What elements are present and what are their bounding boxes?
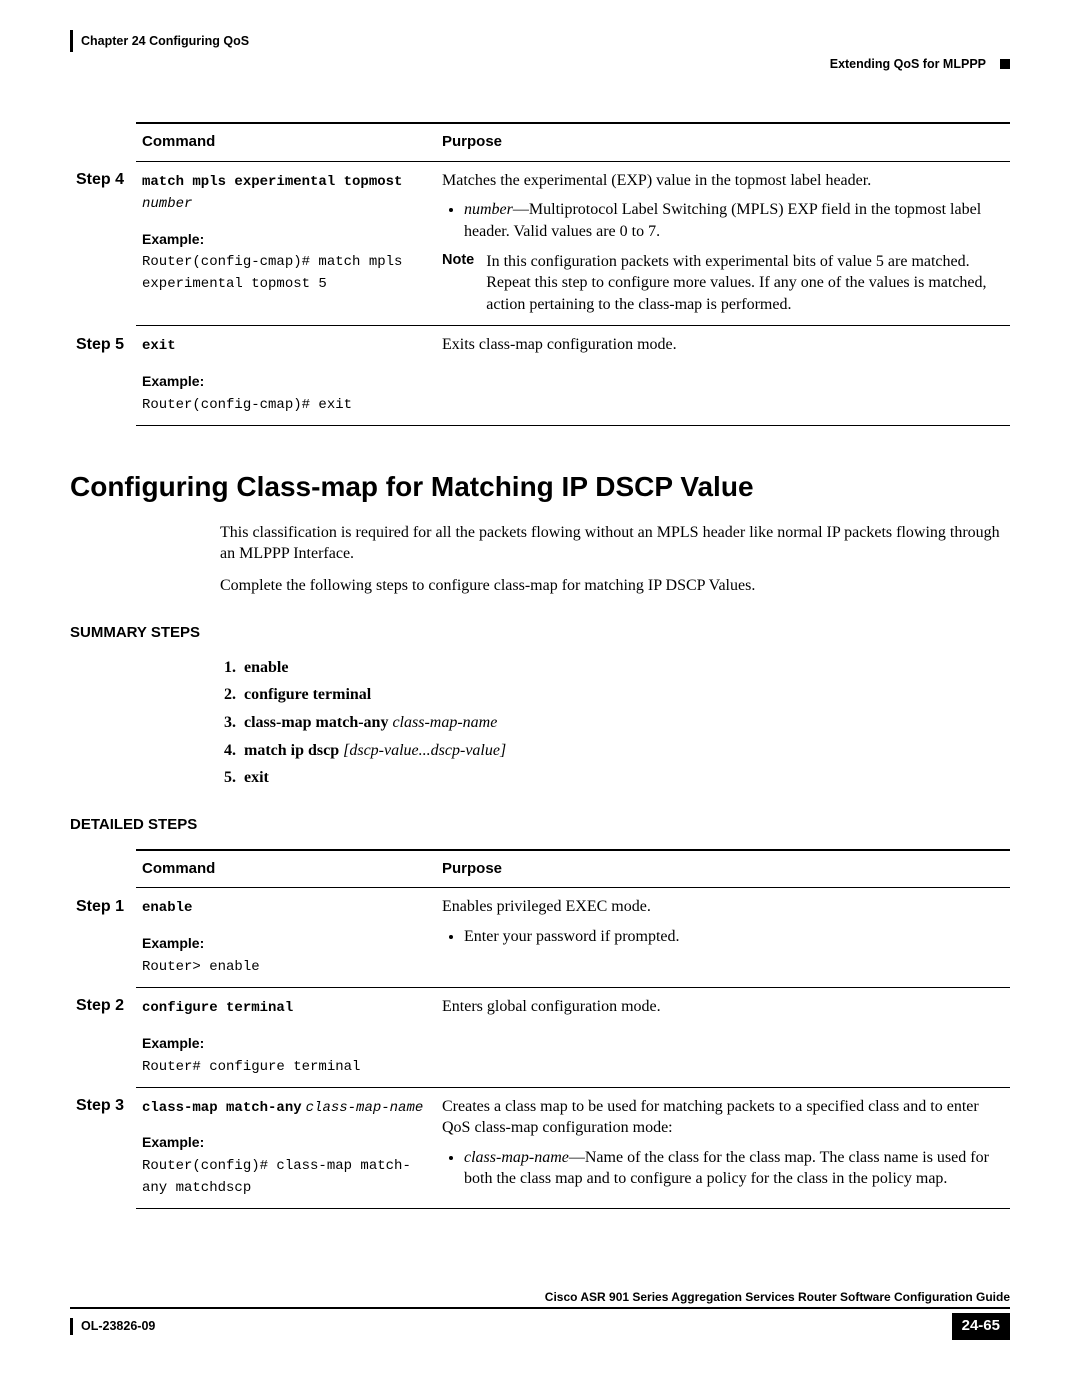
footer-guide: Cisco ASR 901 Series Aggregation Service… [70, 1289, 1010, 1309]
example-code: Router> enable [142, 959, 260, 975]
summary-step: enable [240, 657, 1010, 679]
purpose-bullet: Enter your password if prompted. [464, 926, 1004, 948]
bullet-arg: number [464, 201, 513, 218]
th-command: Command [136, 850, 436, 888]
summary-cmd: match ip dscp [244, 742, 339, 759]
note-row: Note In this configuration packets with … [442, 251, 1004, 316]
purpose-text: Exits class-map configuration mode. [442, 336, 677, 353]
bullet-arg: class-map-name [464, 1149, 569, 1166]
header-right-wrap: Extending QoS for MLPPP [70, 56, 1010, 73]
note-text: In this configuration packets with exper… [486, 251, 1004, 316]
purpose-text: Enters global configuration mode. [442, 998, 661, 1015]
step-label: Step 3 [70, 1087, 136, 1209]
example-label: Example: [142, 230, 430, 249]
summary-heading: SUMMARY STEPS [70, 623, 1010, 643]
table-row: Step 2 configure terminal Example: Route… [70, 987, 1010, 1087]
command-text: match mpls experimental topmost [142, 174, 402, 190]
purpose-bullet: class-map-name—Name of the class for the… [464, 1147, 1004, 1190]
note-label: Note [442, 251, 474, 316]
header-chapter-bar: Chapter 24 Configuring QoS [70, 30, 1010, 52]
command-table-1: Command Purpose Step 4 match mpls experi… [70, 122, 1010, 425]
example-code: Router(config)# class-map match-any matc… [142, 1158, 411, 1196]
command-cell: match mpls experimental topmost number E… [136, 161, 436, 326]
page-number-badge: 24-65 [952, 1313, 1010, 1339]
example-label: Example: [142, 1133, 430, 1152]
footer-doc-id: OL-23826-09 [70, 1318, 155, 1335]
purpose-text: Creates a class map to be used for match… [442, 1096, 1004, 1139]
summary-arg: class-map-name [392, 714, 497, 731]
purpose-text: Enables privileged EXEC mode. [442, 896, 1004, 918]
table-row: Step 4 match mpls experimental topmost n… [70, 161, 1010, 326]
summary-step: class-map match-any class-map-name [240, 712, 1010, 734]
example-code: Router(config-cmap)# match mpls experime… [142, 254, 402, 292]
command-text: enable [142, 900, 192, 916]
summary-cmd: exit [244, 769, 269, 786]
command-cell: configure terminal Example: Router# conf… [136, 987, 436, 1087]
example-code: Router# configure terminal [142, 1059, 360, 1075]
page-footer: Cisco ASR 901 Series Aggregation Service… [70, 1289, 1010, 1339]
summary-step: exit [240, 767, 1010, 789]
table-row: Step 5 exit Example: Router(config-cmap)… [70, 326, 1010, 426]
example-code: Router(config-cmap)# exit [142, 397, 352, 413]
step-label: Step 5 [70, 326, 136, 426]
step-label: Step 4 [70, 161, 136, 326]
step-label: Step 2 [70, 987, 136, 1087]
command-table-2: Command Purpose Step 1 enable Example: R… [70, 849, 1010, 1209]
header-section: Extending QoS for MLPPP [830, 56, 986, 73]
command-arg: class-map-name [306, 1100, 424, 1116]
section-title: Configuring Class-map for Matching IP DS… [70, 468, 1010, 506]
command-arg: number [142, 196, 192, 212]
th-purpose: Purpose [436, 123, 1010, 161]
section-para1: This classification is required for all … [220, 522, 1010, 565]
command-text: exit [142, 338, 176, 354]
section-para2: Complete the following steps to configur… [220, 575, 1010, 597]
purpose-intro: Matches the experimental (EXP) value in … [442, 170, 1004, 192]
th-purpose: Purpose [436, 850, 1010, 888]
command-cell: exit Example: Router(config-cmap)# exit [136, 326, 436, 426]
purpose-bullet: number—Multiprotocol Label Switching (MP… [464, 199, 1004, 242]
step-label: Step 1 [70, 888, 136, 988]
command-text: configure terminal [142, 1000, 293, 1016]
purpose-cell: Enters global configuration mode. [436, 987, 1010, 1087]
purpose-cell: Enables privileged EXEC mode. Enter your… [436, 888, 1010, 988]
command-cell: enable Example: Router> enable [136, 888, 436, 988]
summary-cmd: enable [244, 659, 288, 676]
example-label: Example: [142, 1034, 430, 1053]
summary-cmd: class-map match-any [244, 714, 388, 731]
purpose-cell: Creates a class map to be used for match… [436, 1087, 1010, 1209]
summary-step: match ip dscp [dscp-value...dscp-value] [240, 740, 1010, 762]
purpose-cell: Matches the experimental (EXP) value in … [436, 161, 1010, 326]
table-row: Step 3 class-map match-any class-map-nam… [70, 1087, 1010, 1209]
bullet-rest: —Multiprotocol Label Switching (MPLS) EX… [464, 201, 981, 240]
summary-step: configure terminal [240, 684, 1010, 706]
command-text: class-map match-any [142, 1100, 302, 1116]
th-command: Command [136, 123, 436, 161]
summary-list: enable configure terminal class-map matc… [240, 657, 1010, 789]
summary-arg: [dscp-value...dscp-value] [343, 742, 506, 759]
purpose-cell: Exits class-map configuration mode. [436, 326, 1010, 426]
header-marker-icon [1000, 59, 1010, 69]
example-label: Example: [142, 372, 430, 391]
command-cell: class-map match-any class-map-name Examp… [136, 1087, 436, 1209]
detailed-heading: DETAILED STEPS [70, 815, 1010, 835]
summary-cmd: configure terminal [244, 686, 371, 703]
table-row: Step 1 enable Example: Router> enable En… [70, 888, 1010, 988]
example-label: Example: [142, 934, 430, 953]
header-chapter: Chapter 24 Configuring QoS [81, 34, 249, 48]
